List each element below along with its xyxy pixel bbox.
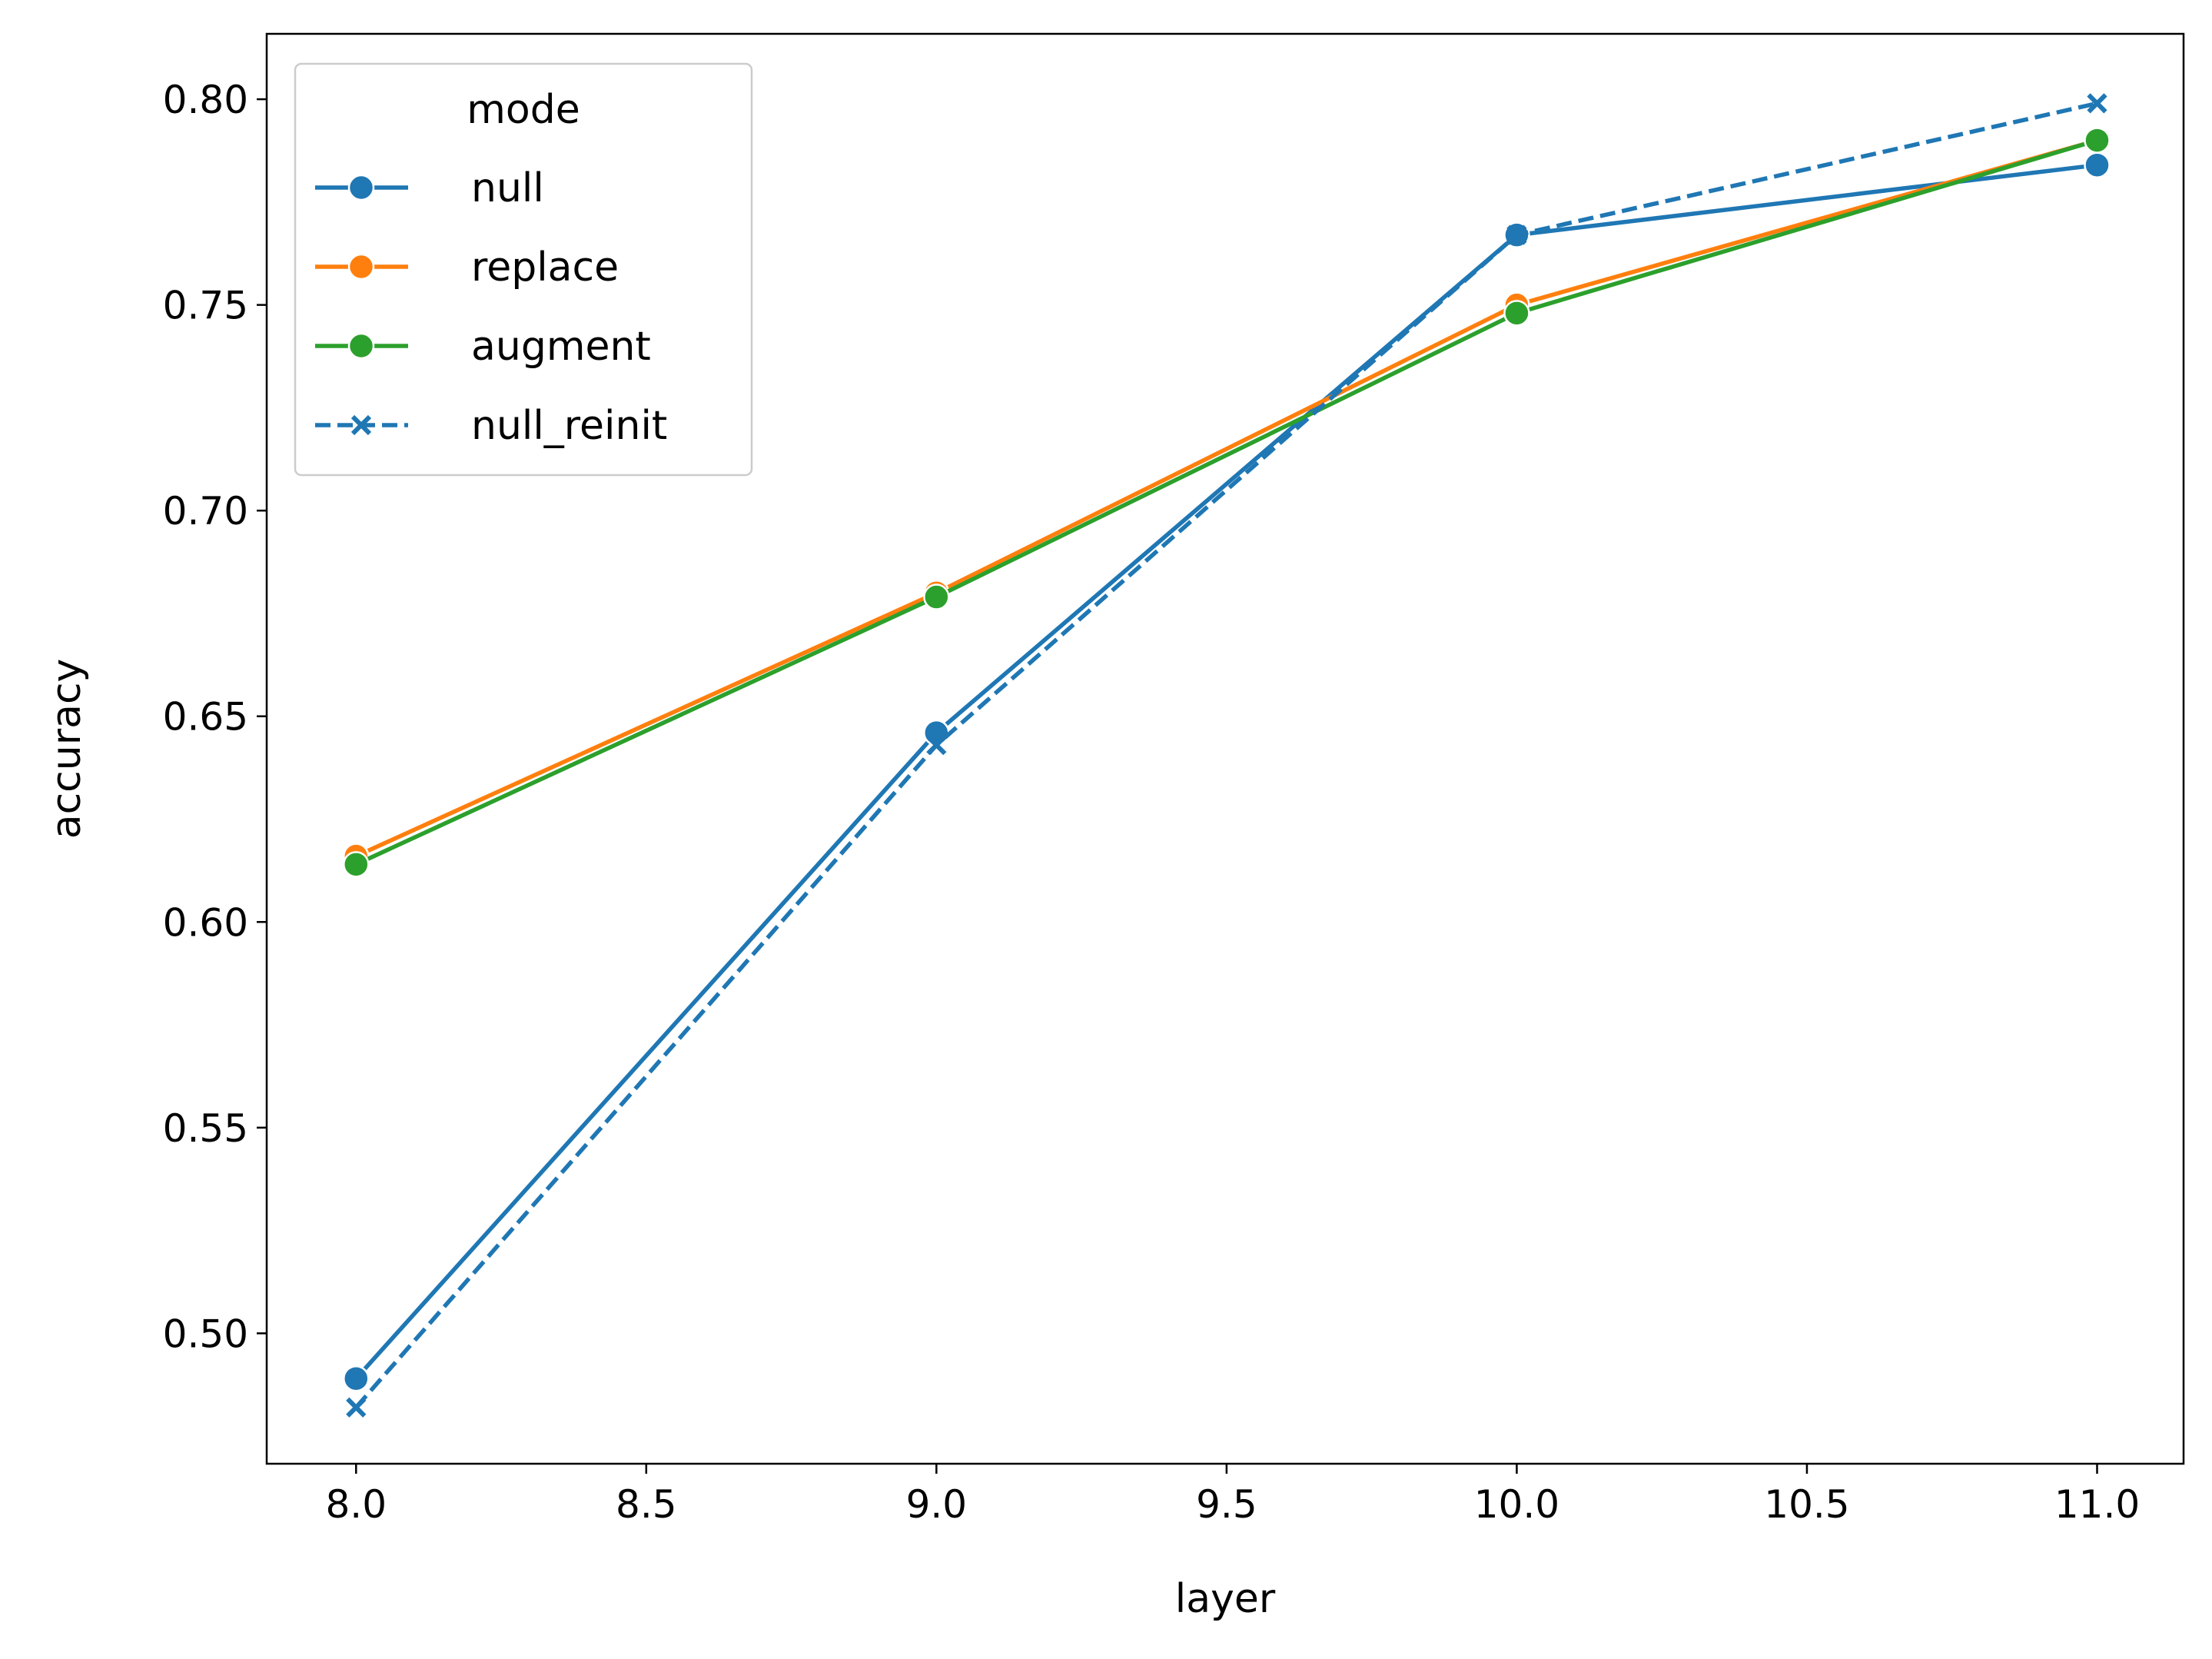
series-augment — [343, 127, 2111, 878]
legend-label: augment — [471, 324, 651, 370]
data-point-augment — [923, 583, 950, 610]
x-tick-label: 10.0 — [1474, 1482, 1559, 1527]
data-point-null_reinit — [346, 1397, 367, 1418]
legend-marker — [350, 414, 372, 436]
y-tick-label: 0.80 — [163, 78, 248, 122]
x-axis-label: layer — [1175, 1576, 1276, 1622]
x-tick-label: 9.5 — [1196, 1482, 1257, 1527]
y-ticks: 0.50 0.55 0.60 0.65 0.70 0.75 0.80 — [163, 78, 267, 1356]
series-line-null_reinit — [354, 101, 2098, 1409]
plot-marks — [343, 93, 2111, 1418]
y-tick-label: 0.65 — [163, 695, 248, 740]
legend-marker — [347, 174, 375, 201]
legend-item-replace: replace — [315, 244, 619, 291]
data-point-null — [923, 719, 950, 746]
legend-label: replace — [471, 244, 619, 291]
data-point-augment — [1503, 300, 1530, 327]
legend-marker — [347, 332, 375, 360]
data-point-null_reinit — [2087, 93, 2107, 114]
legend: mode null replace augment null_reinit — [294, 62, 753, 477]
y-tick-label: 0.70 — [163, 489, 248, 534]
data-point-null_reinit — [926, 735, 947, 756]
y-axis-label: accuracy — [44, 659, 90, 839]
data-point-null_reinit — [1506, 224, 1527, 245]
series-line-null — [354, 162, 2097, 1381]
legend-item-null_reinit: null_reinit — [315, 403, 667, 449]
axes-frame — [265, 32, 2185, 1465]
x-tick-label: 11.0 — [2054, 1482, 2140, 1527]
x-tick-label: 8.0 — [326, 1482, 387, 1527]
y-tick-label: 0.60 — [163, 900, 248, 945]
series-line-replace — [355, 138, 2098, 859]
series-line-augment — [355, 138, 2098, 866]
legend-label: null — [471, 165, 544, 211]
x-tick-label: 10.5 — [1764, 1482, 1849, 1527]
legend-item-null: null — [315, 165, 544, 211]
legend-marker — [347, 253, 375, 281]
data-point-null — [343, 1365, 370, 1392]
legend-title: mode — [467, 87, 580, 133]
series-null_reinit — [346, 93, 2107, 1418]
legend-label: null_reinit — [471, 403, 667, 449]
x-tick-label: 8.5 — [616, 1482, 677, 1527]
data-point-augment — [2084, 127, 2111, 154]
y-tick-label: 0.75 — [163, 284, 248, 328]
legend-box — [294, 62, 753, 477]
x-ticks: 8.0 8.5 9.0 9.5 10.0 10.5 11.0 — [326, 1464, 2140, 1527]
legend-item-augment: augment — [315, 324, 651, 370]
y-tick-label: 0.50 — [163, 1312, 248, 1356]
data-point-null — [2084, 151, 2111, 178]
data-point-augment — [343, 851, 370, 878]
y-tick-label: 0.55 — [163, 1106, 248, 1151]
x-tick-label: 9.0 — [906, 1482, 968, 1527]
